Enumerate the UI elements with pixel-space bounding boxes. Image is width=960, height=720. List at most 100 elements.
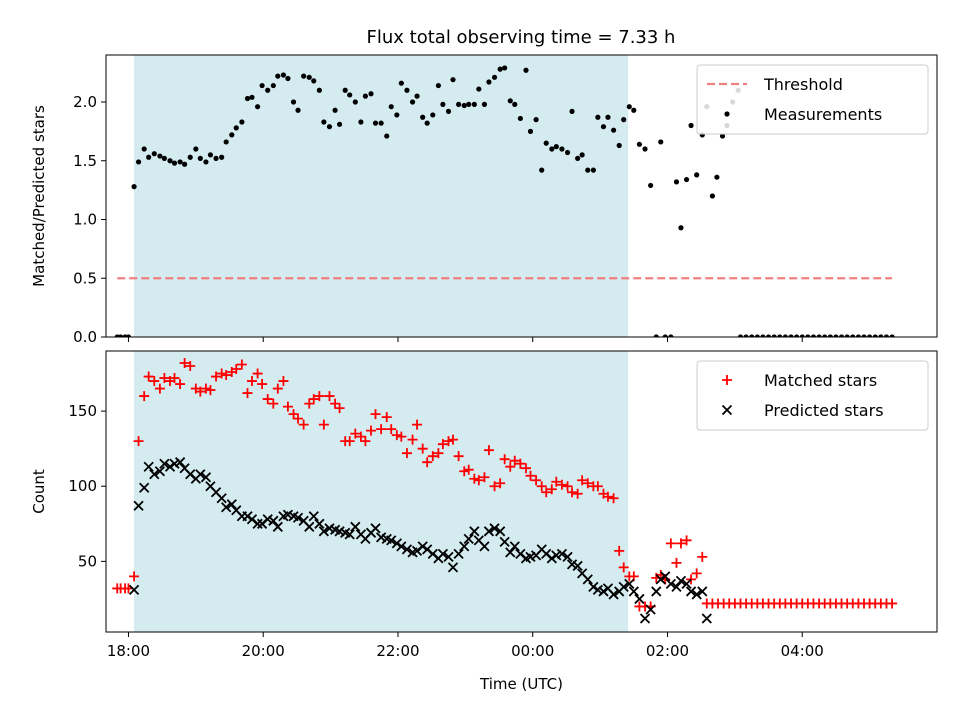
matched-star-point [433,448,444,459]
predicted-star-point [164,461,176,472]
y-axis-label: Matched/Predicted stars [30,105,48,287]
predicted-star-point [479,541,490,552]
measurement-point [648,182,654,189]
measurement-point [372,120,379,126]
matched-star-point [614,545,625,556]
axes-frame [105,54,938,338]
matched-star-point [453,451,464,462]
measurement-point [316,87,322,93]
matched-star-point [391,430,402,441]
measurement-point [151,151,157,157]
predicted-star-point [437,548,449,559]
predicted-star-point [344,529,355,540]
measurement-point [486,79,492,85]
matched-star-point [556,479,567,490]
predicted-star-point [618,581,629,593]
predicted-star-point [588,581,599,593]
predicted-star-point [174,457,186,468]
measurement-point [342,87,348,93]
x-tick-label: 20:00 [242,642,285,660]
measurement-point [631,107,637,113]
measurement-point [131,184,137,190]
measurement-point [336,121,343,127]
legend-entry-label: Threshold [763,75,843,94]
matched-star-point [479,472,490,483]
matched-star-point [525,470,536,481]
matched-star-point [515,458,526,469]
matched-star-point [366,425,377,436]
x-tick-label: 02:00 [646,642,689,660]
y-tick-label: 150 [68,402,97,420]
measurement-point [805,334,811,337]
measurement-point [512,101,518,107]
legend-entry-label: Predicted stars [764,401,884,420]
observing-window-band [134,351,629,632]
measurement-point [326,124,333,130]
matched-star-point [133,436,144,447]
measurement-point [850,334,856,337]
measurement-point [621,117,627,123]
measurement-point [610,127,617,133]
legend-box [696,360,929,431]
predicted-star-point [463,533,474,544]
measurement-point [233,125,239,131]
measurement-point [388,104,394,110]
measurement-point [579,152,585,158]
matched-star-point [298,419,309,430]
measurement-point [384,133,390,139]
predicted-star-point [665,578,676,590]
measurement-point [737,334,744,337]
matched-star-point [437,439,448,450]
measurement-point [197,155,203,161]
measurement-point [255,104,261,110]
predicted-star-point [645,604,656,615]
measurement-point [605,114,611,120]
measurement-point [683,176,690,183]
measurement-point [527,128,534,134]
matched-star-point [282,401,293,412]
predicted-star-point [292,512,304,523]
matched-star-point [499,454,510,465]
matched-star-point [572,488,583,499]
x-tick-label: 00:00 [511,642,554,660]
matched-star-point [360,436,371,447]
legend: Matched stars Predicted stars [696,360,929,431]
legend-box [696,64,929,135]
measurement-point [125,334,132,337]
measurement-point [244,95,251,102]
measurement-point [668,334,674,337]
predicted-star-point [128,584,140,596]
predicted-star-point [133,500,144,511]
measurement-point [229,132,235,138]
measurement-point [816,334,822,337]
predicted-star-point [582,574,593,585]
matched-star-point [691,568,702,579]
x-axis-label: Time (UTC) [479,675,563,693]
measurement-point [861,334,867,337]
measurement-point [642,146,648,152]
matched-star-point [370,409,381,420]
measurement-point [424,120,430,126]
matched-star-point [129,571,140,582]
measurement-point [833,334,839,337]
measurement-point [249,94,255,100]
measurement-point [653,334,659,337]
measurement-point [285,75,291,82]
measurement-point [771,334,777,337]
measurement-point [301,73,307,79]
matched-star-point [324,391,335,402]
measurement-point [782,334,788,337]
predicted-star-point [655,574,666,585]
matched-star-point [257,379,268,390]
measurement-point [788,334,794,337]
predicted-star-point [370,523,381,534]
measurement-point [352,99,358,105]
predicted-star-point [272,521,283,532]
matched-star-point [262,394,273,405]
matched-star-point [308,394,319,405]
measurement-point [239,119,245,125]
measurement-point [265,87,271,93]
predicted-star-point [242,511,253,522]
legend-entry-label: Measurements [764,105,882,124]
